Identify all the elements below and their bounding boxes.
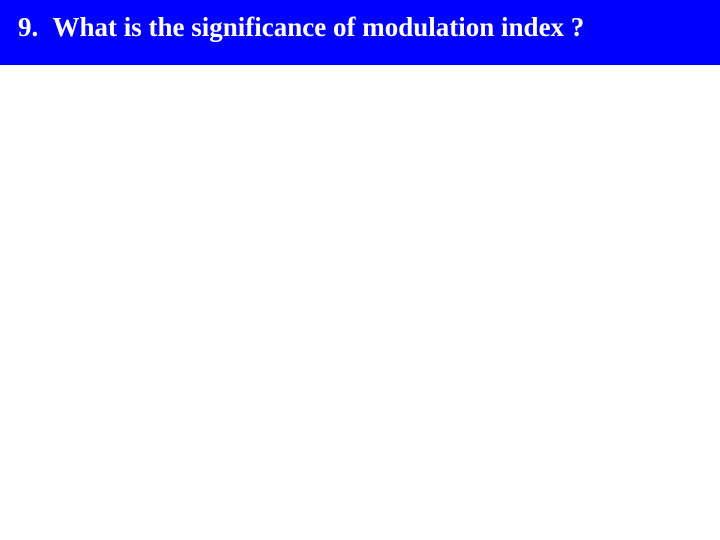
question-line: 9. What is the significance of modulatio… xyxy=(18,12,702,43)
question-text: What is the significance of modulation i… xyxy=(53,12,585,42)
question-number: 9. xyxy=(18,12,38,42)
question-header-band: 9. What is the significance of modulatio… xyxy=(0,0,720,65)
